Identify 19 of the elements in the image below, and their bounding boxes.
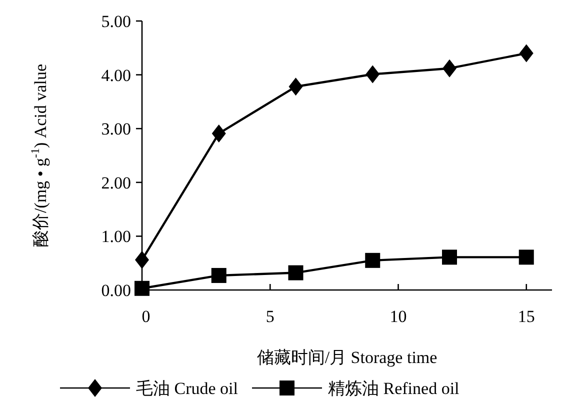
point [518, 250, 534, 265]
point [442, 250, 457, 265]
point [519, 44, 534, 62]
x-tick-label: 10 [390, 307, 407, 326]
legend-label: 精炼油 Refined oil [328, 379, 460, 398]
point [135, 250, 149, 269]
point [288, 265, 304, 280]
point [442, 59, 456, 78]
x-tick-label: 15 [518, 307, 535, 326]
point [365, 252, 380, 268]
point [288, 78, 303, 96]
point [134, 280, 150, 296]
x-tick-label: 0 [142, 307, 150, 326]
point [366, 65, 380, 84]
legend-label: 毛油 Crude oil [136, 379, 238, 398]
point [212, 124, 226, 142]
x-tick-label: 5 [266, 307, 274, 326]
point [211, 268, 226, 283]
x-axis-title: 储藏时间/月 Storage time [256, 348, 438, 367]
